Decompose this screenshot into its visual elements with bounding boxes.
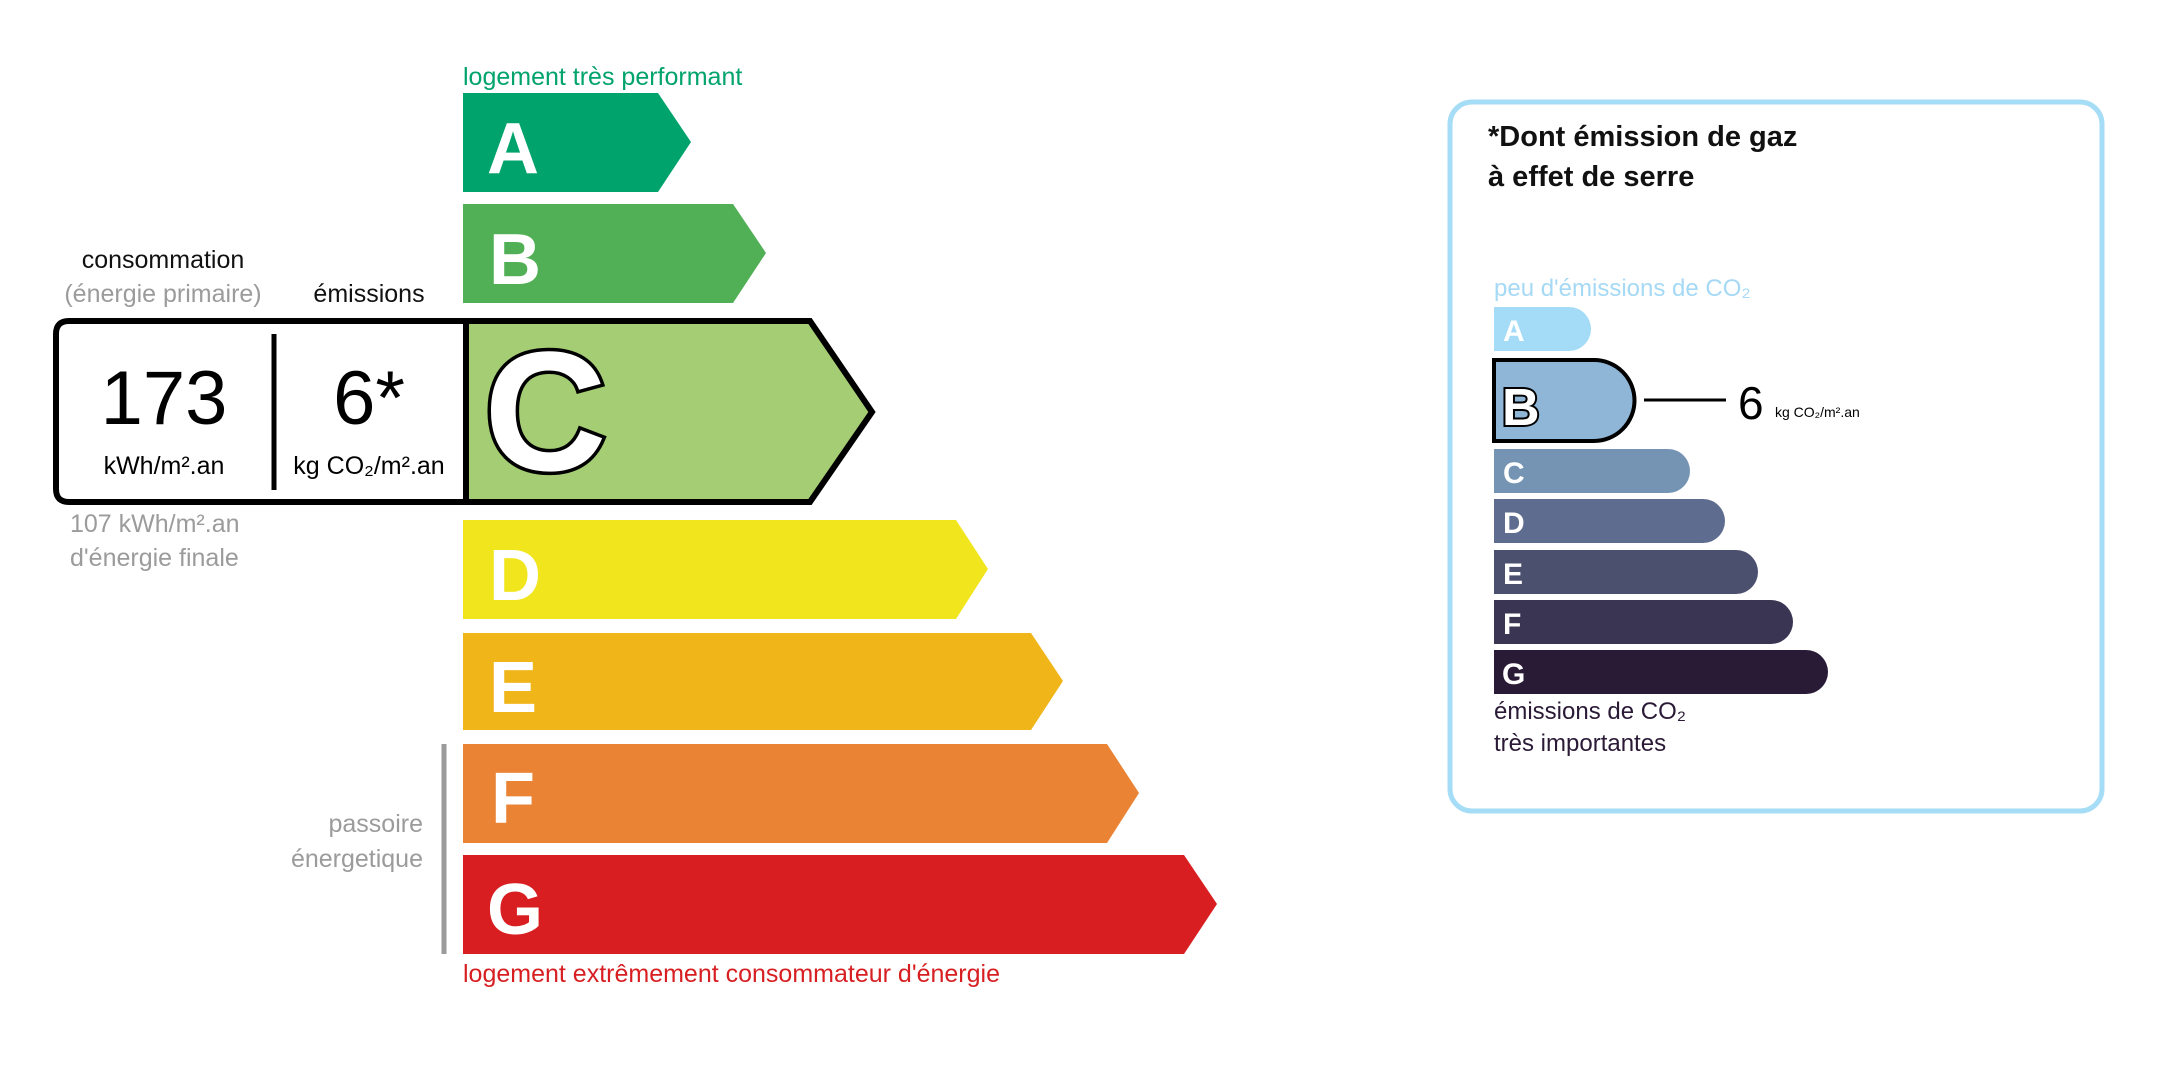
energy-class-b: B xyxy=(463,204,766,303)
ges-class-g: G xyxy=(1494,650,1828,694)
ges-class-b-selected: B 6 kg CO₂/m².an xyxy=(1492,358,1860,443)
final-energy-value: 107 kWh/m².an xyxy=(70,510,240,538)
ges-unit: kg CO₂/m².an xyxy=(1775,404,1860,420)
class-g-arrow xyxy=(463,855,1217,954)
class-e-arrow xyxy=(463,633,1063,730)
ges-class-g-bar xyxy=(1494,650,1828,694)
class-a-letter: A xyxy=(487,109,539,189)
consumption-value: 173 xyxy=(101,356,228,441)
consumption-label: consommation xyxy=(82,246,245,274)
passoire-line1: passoire xyxy=(329,810,424,838)
ges-bottom-line2: très importantes xyxy=(1494,730,1666,757)
class-c-letter: C xyxy=(484,317,607,507)
consumption-sublabel: (énergie primaire) xyxy=(64,280,261,308)
ges-class-c: C xyxy=(1494,449,1690,493)
final-energy-label: d'énergie finale xyxy=(70,544,239,572)
ges-class-e-letter: E xyxy=(1503,558,1523,591)
class-b-letter: B xyxy=(489,220,541,300)
ges-class-a-bar xyxy=(1494,307,1591,351)
ges-value: 6 xyxy=(1738,377,1764,429)
ges-top-label: peu d'émissions de CO₂ xyxy=(1494,275,1751,302)
ges-class-d-bar xyxy=(1494,499,1725,543)
ges-class-f-bar xyxy=(1494,600,1793,644)
emissions-unit: kg CO₂/m².an xyxy=(293,452,444,480)
energy-class-e: E xyxy=(463,633,1063,730)
top-label: logement très performant xyxy=(463,63,742,91)
energy-class-a: A xyxy=(463,93,691,192)
consumption-unit: kWh/m².an xyxy=(104,452,225,480)
ges-class-g-letter: G xyxy=(1502,658,1525,691)
energy-class-g: G xyxy=(463,855,1217,954)
energy-class-f: F xyxy=(463,744,1139,843)
emissions-value: 6* xyxy=(333,356,405,441)
emissions-label: émissions xyxy=(313,280,424,308)
ges-class-c-bar xyxy=(1494,449,1690,493)
class-e-letter: E xyxy=(489,648,537,728)
ges-class-f: F xyxy=(1494,600,1793,644)
energy-class-c-selected: C 173 kWh/m².an 6* kg CO₂/m².an xyxy=(53,314,876,511)
energy-class-d: D xyxy=(463,520,988,619)
bottom-label: logement extrêmement consommateur d'éner… xyxy=(463,960,1000,988)
ges-class-b-letter: B xyxy=(1502,379,1540,437)
ges-class-c-letter: C xyxy=(1503,457,1525,490)
ges-class-a-letter: A xyxy=(1503,315,1525,348)
class-c-arrow xyxy=(463,318,876,505)
class-a-arrow xyxy=(463,93,691,192)
class-d-letter: D xyxy=(489,536,541,616)
ges-title-line2: à effet de serre xyxy=(1488,161,1694,193)
values-box xyxy=(53,318,469,505)
class-f-arrow xyxy=(463,744,1139,843)
ges-class-e: E xyxy=(1494,550,1758,594)
class-b-arrow xyxy=(463,204,766,303)
ges-class-b-bar xyxy=(1492,358,1637,443)
ges-class-f-letter: F xyxy=(1503,608,1521,641)
class-d-arrow xyxy=(463,520,988,619)
ges-class-e-bar xyxy=(1494,550,1758,594)
ges-class-d: D xyxy=(1494,499,1725,543)
ges-title-line1: *Dont émission de gaz xyxy=(1488,121,1797,153)
ges-class-a: A xyxy=(1494,307,1591,351)
ges-bottom-line1: émissions de CO₂ xyxy=(1494,698,1686,725)
passoire-line2: énergetique xyxy=(291,845,423,873)
class-g-letter: G xyxy=(487,870,543,950)
ges-class-d-letter: D xyxy=(1503,507,1525,540)
class-f-letter: F xyxy=(491,759,535,839)
